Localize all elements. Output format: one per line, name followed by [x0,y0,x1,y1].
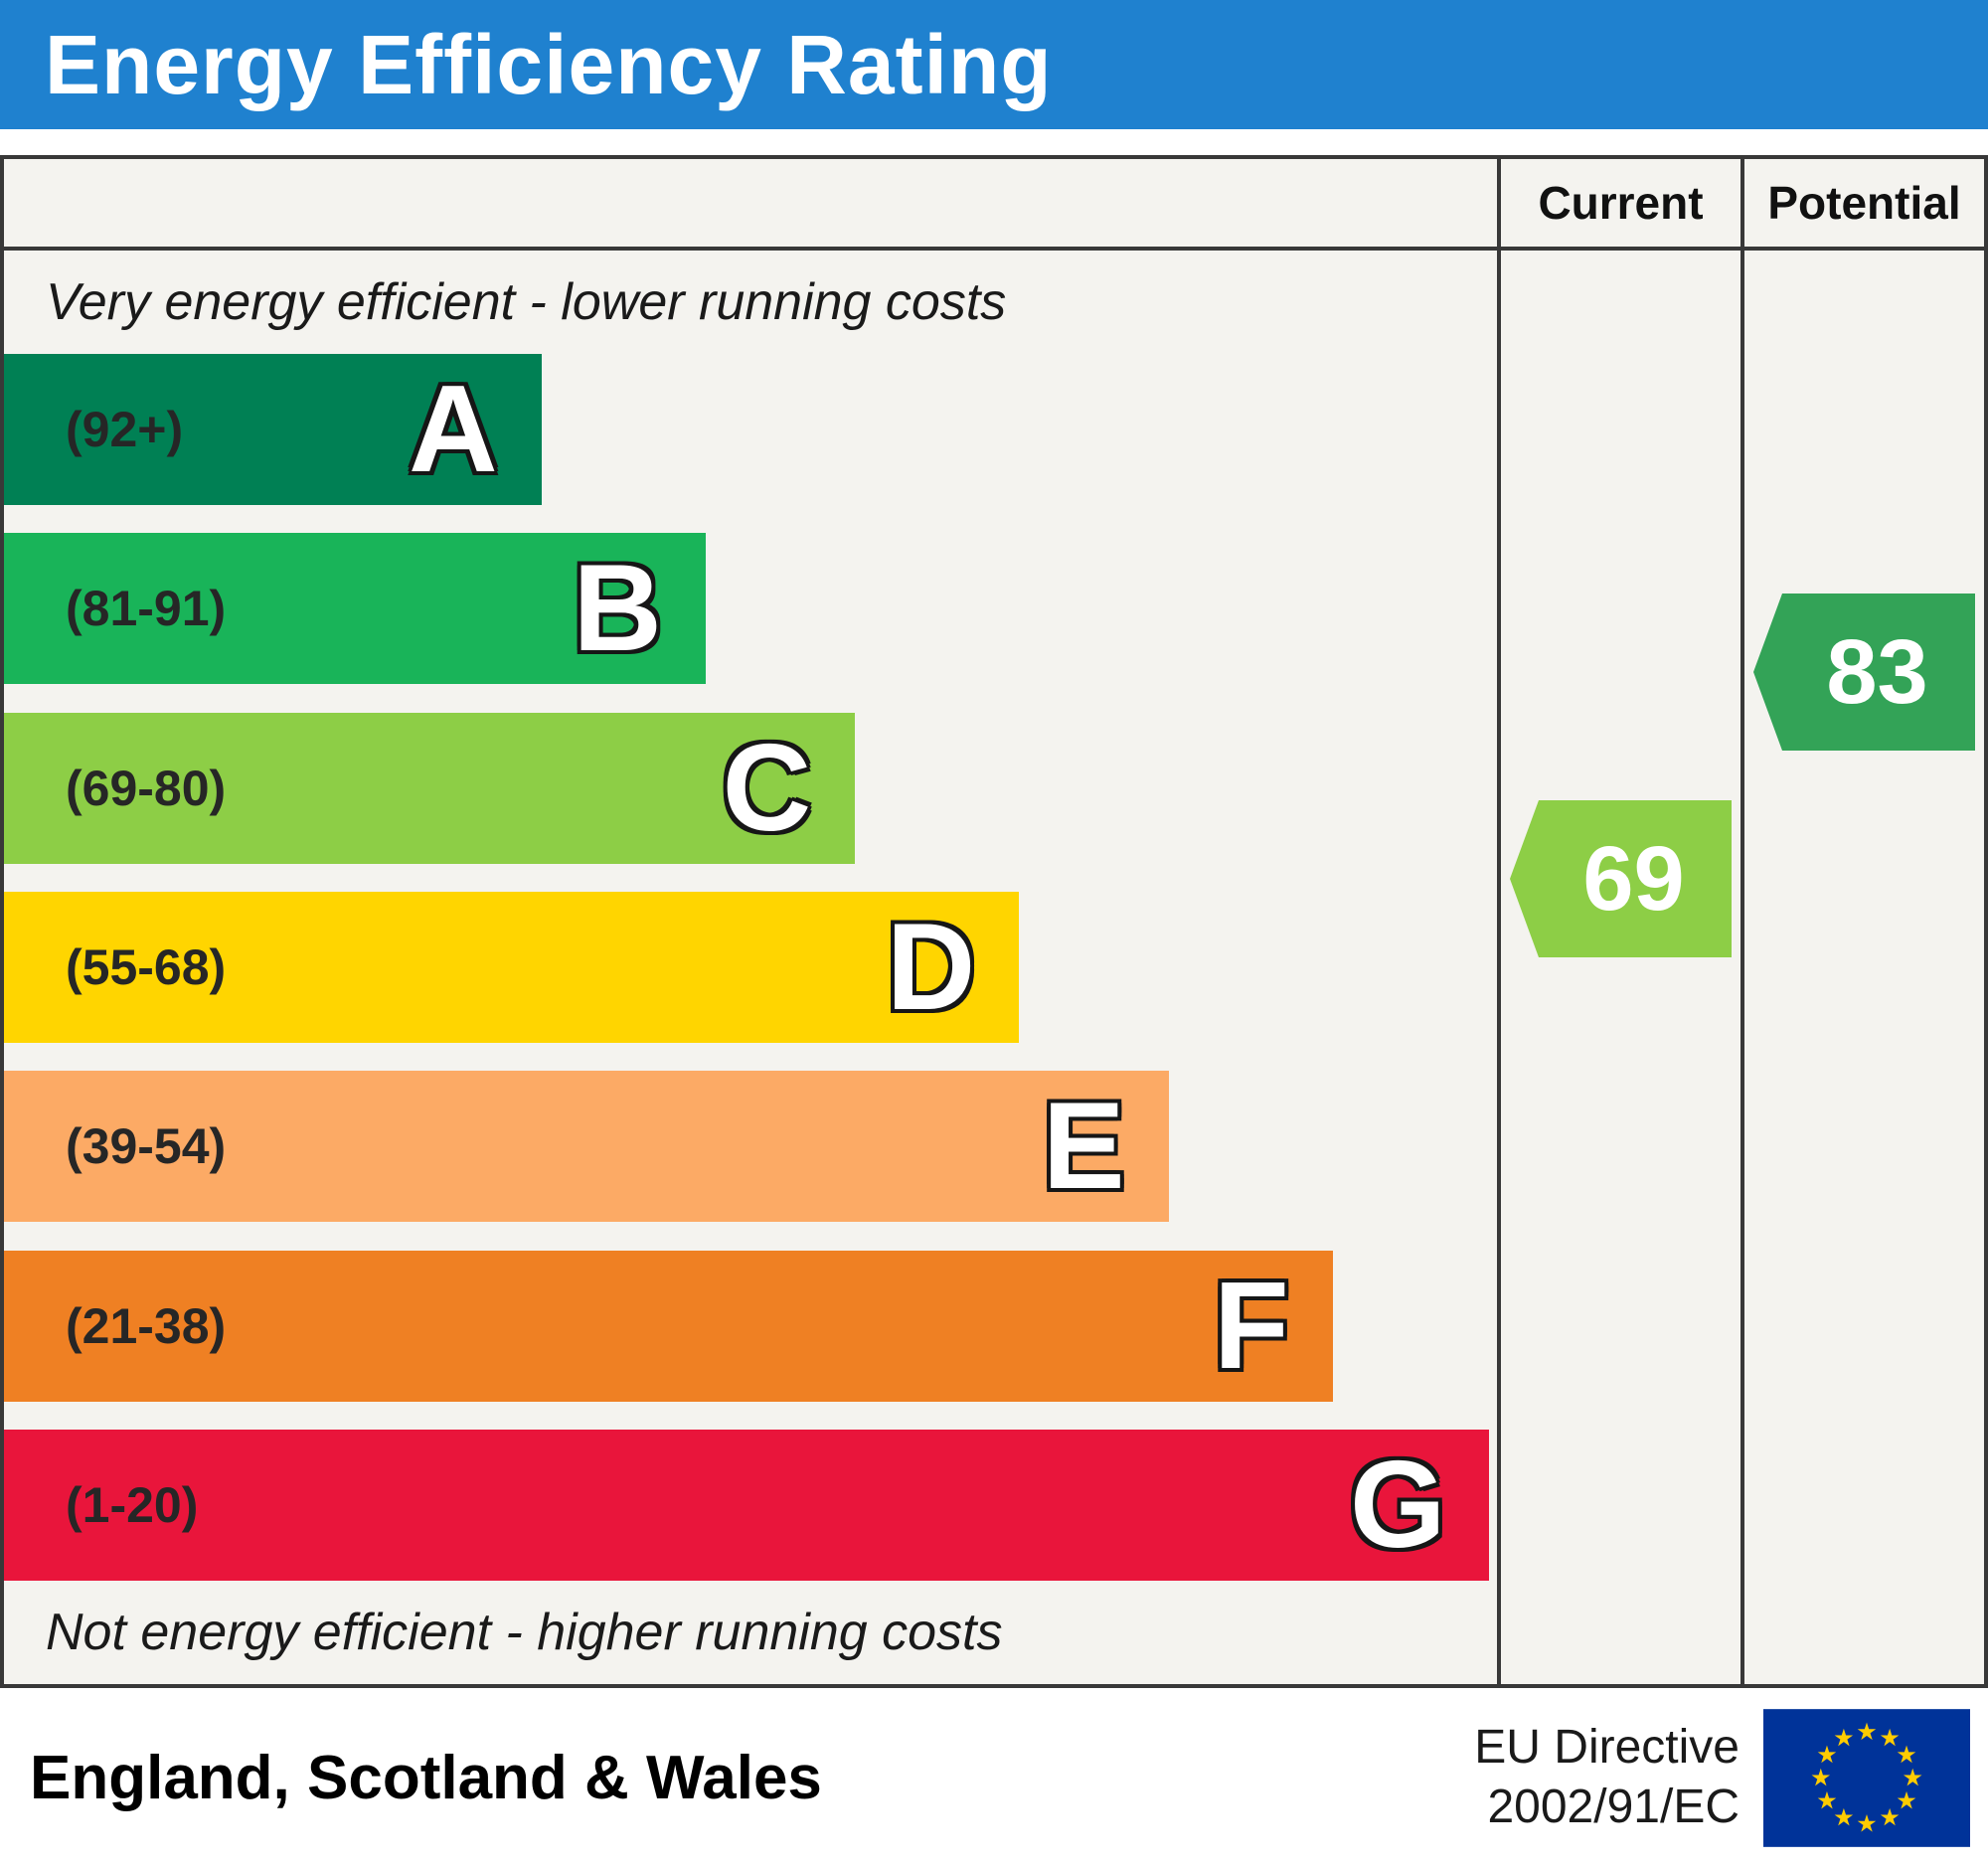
band-bar-g: (1-20) G [4,1429,1490,1581]
band-range-label: (21-38) [66,1297,227,1354]
footer: England, Scotland & Wales EU Directive 2… [0,1688,1988,1867]
band-bar-f: (21-38) F [4,1250,1333,1402]
band-bar-b: (81-91) B [4,533,706,685]
band-bar-a: (92+) A [4,354,542,505]
top-note: Very energy efficient - lower running co… [46,273,1007,331]
eu-directive-line2: 2002/91/EC [1487,1781,1740,1833]
band-bar-c: (69-80) C [4,712,856,864]
band-range-label: (81-91) [66,581,227,637]
region-label: England, Scotland & Wales [30,1743,822,1812]
band-range-label: (69-80) [66,760,227,816]
epc-bands: (92+) A (81-91) B (69-80) C (55-68) D (3… [4,354,1497,1581]
band-letter: F [1214,1257,1289,1395]
table-corner-cell [4,159,1497,251]
potential-rating-arrow: 83 [1753,594,1975,751]
eu-flag-icon [1763,1708,1970,1847]
band-range-label: (1-20) [66,1476,199,1533]
potential-column: 83 [1740,251,1984,1684]
column-header-potential: Potential [1740,159,1984,251]
band-letter: A [409,361,498,498]
page-title: Energy Efficiency Rating [45,17,1053,111]
epc-band-chart: Very energy efficient - lower running co… [4,251,1497,1684]
band-letter: C [722,719,812,857]
band-letter: B [573,540,662,678]
current-column: 69 [1497,251,1740,1684]
potential-rating-value: 83 [1826,620,1928,723]
band-range-label: (92+) [66,402,184,457]
eu-directive-text: EU Directive 2002/91/EC [1474,1718,1740,1837]
column-header-current: Current [1497,159,1740,251]
band-letter: E [1042,1078,1125,1216]
current-rating-value: 69 [1582,827,1685,930]
band-bar-e: (39-54) E [4,1071,1169,1223]
band-letter: D [886,898,976,1036]
eu-directive-line1: EU Directive [1474,1721,1740,1774]
epc-rating-table: Current Potential Very energy efficient … [0,155,1988,1688]
header-banner: Energy Efficiency Rating [0,0,1988,129]
band-letter: G [1350,1436,1446,1574]
band-bar-d: (55-68) D [4,891,1020,1043]
bottom-note: Not energy efficient - higher running co… [46,1604,1003,1661]
current-rating-arrow: 69 [1510,800,1732,957]
band-range-label: (55-68) [66,938,227,995]
band-range-label: (39-54) [66,1118,227,1175]
